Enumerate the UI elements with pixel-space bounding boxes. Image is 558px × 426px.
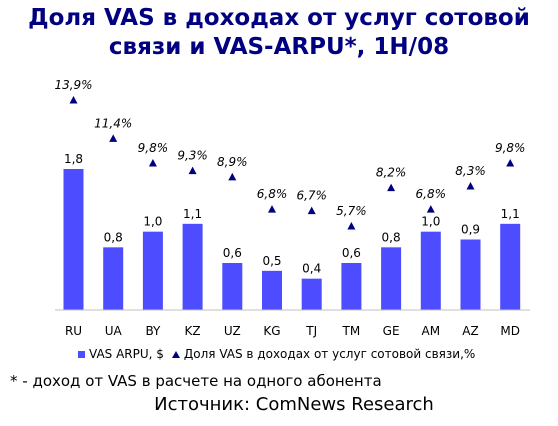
x-tick-KZ: KZ [185, 324, 201, 338]
bar-label-KZ: 1,1 [183, 207, 202, 221]
bar-label-KG: 0,5 [262, 254, 281, 268]
bar-label-GE: 0,8 [382, 230, 401, 244]
x-tick-labels-group: RU UA BY KZ UZ KG TJ TM GE AM AZ MD [65, 324, 520, 338]
marker-TM [347, 222, 356, 230]
bar-chart: 1,8 0,8 1,0 1,1 0,6 0,5 0,4 0,6 0,8 1,0 0,9 1,1 13,… [54, 78, 530, 338]
x-tick-TJ: TJ [305, 324, 317, 338]
x-tick-UA: UA [105, 324, 123, 338]
bars-group [63, 169, 521, 310]
bar-UA [103, 247, 124, 310]
marker-TJ [307, 206, 316, 215]
bar-KZ [182, 223, 203, 310]
marker-GE [387, 183, 396, 192]
bar-label-AM: 1,0 [421, 215, 440, 229]
bar-label-UA: 0,8 [104, 230, 123, 244]
bar-TM [341, 263, 362, 310]
bar-labels-group: 1,8 0,8 1,0 1,1 0,6 0,5 0,4 0,6 0,8 1,0 0,9 1,1 [64, 152, 520, 276]
legend: VAS ARPU, $ Доля VAS в доходах от услуг … [78, 347, 475, 361]
x-tick-AM: AM [422, 324, 441, 338]
x-tick-BY: BY [145, 324, 161, 338]
marker-label-KG: 6,8% [257, 187, 288, 201]
title-line-1: Доля VAS в доходах от услуг сотовой [28, 5, 530, 31]
marker-KZ [188, 166, 197, 175]
bar-MD [500, 223, 521, 310]
marker-label-TM: 5,7% [336, 204, 367, 218]
bar-AM [420, 231, 441, 310]
bar-label-BY: 1,0 [143, 215, 162, 229]
marker-RU [69, 96, 78, 104]
bar-label-UZ: 0,6 [223, 246, 242, 260]
bar-TJ [301, 278, 322, 310]
marker-label-BY: 9,8% [138, 141, 169, 155]
bar-GE [381, 247, 402, 310]
chart-title: Доля VAS в доходах от услуг сотовой связ… [0, 4, 558, 62]
marker-label-RU: 13,9% [54, 78, 92, 92]
x-tick-UZ: UZ [224, 324, 241, 338]
marker-label-AM: 6,8% [416, 187, 447, 201]
bar-label-AZ: 0,9 [461, 223, 480, 237]
marker-AZ [466, 182, 475, 190]
bar-label-TJ: 0,4 [302, 262, 321, 276]
marker-UZ [228, 172, 237, 181]
x-tick-RU: RU [65, 324, 82, 338]
marker-BY [148, 159, 157, 167]
marker-label-TJ: 6,7% [296, 189, 327, 203]
x-tick-MD: MD [500, 324, 520, 338]
markers-group [69, 96, 515, 230]
marker-MD [506, 159, 515, 167]
marker-KG [268, 205, 276, 213]
x-tick-KG: KG [263, 324, 280, 338]
marker-label-GE: 8,2% [376, 166, 407, 180]
footnote: * - доход от VAS в расчете на одного або… [10, 372, 382, 390]
title-line-2: связи и VAS-ARPU*, 1H/08 [108, 34, 450, 60]
bar-UZ [222, 263, 243, 310]
marker-label-MD: 9,8% [495, 141, 526, 155]
marker-label-UA: 11,4% [94, 116, 132, 130]
marker-UA [109, 134, 118, 142]
legend-bar-label: VAS ARPU, $ [89, 347, 164, 361]
legend-triangle-marker [171, 350, 180, 358]
x-tick-TM: TM [342, 324, 361, 338]
bar-KG [262, 270, 282, 310]
legend-bar-swatch [78, 350, 85, 358]
marker-AM [426, 205, 435, 213]
bar-label-MD: 1,1 [501, 207, 520, 221]
legend-marker-label: Доля VAS в доходах от услуг сотовой связ… [183, 347, 476, 361]
source-note: Источник: ComNews Research [154, 394, 434, 415]
x-tick-AZ: AZ [462, 324, 478, 338]
bar-BY [142, 231, 163, 310]
marker-label-KZ: 9,3% [177, 149, 208, 163]
marker-label-UZ: 8,9% [217, 155, 248, 169]
x-tick-GE: GE [383, 324, 400, 338]
bar-RU [63, 169, 84, 310]
marker-labels-group: 13,9% 11,4% 9,8% 9,3% 8,9% 6,8% 6,7% 5,7% 8,2% 6,… [54, 78, 525, 218]
bar-label-TM: 0,6 [342, 246, 361, 260]
bar-label-RU: 1,8 [64, 152, 83, 166]
marker-label-AZ: 8,3% [455, 164, 486, 178]
bar-AZ [460, 239, 481, 310]
